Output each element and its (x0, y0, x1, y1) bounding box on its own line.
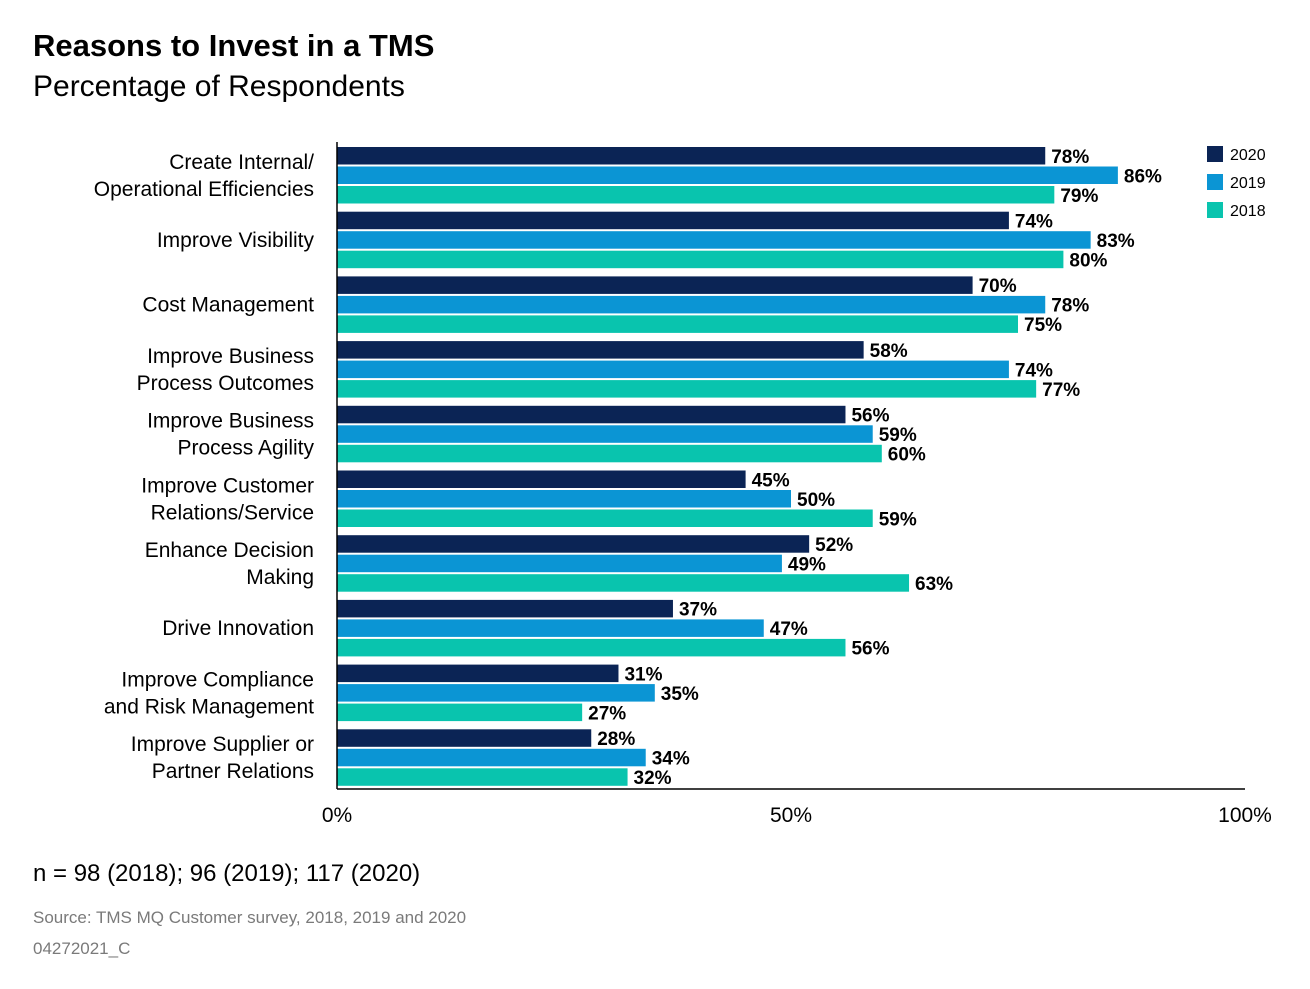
bar-2018-8 (337, 638, 846, 657)
bar-2019-7 (337, 554, 782, 573)
bar-2018-4 (337, 380, 1037, 398)
bar-2018-9 (337, 703, 583, 722)
category-label-4: Improve Business Process Outcomes (137, 345, 314, 395)
bar-2018-1 (337, 186, 1055, 204)
x-tick-label-3: 100% (1218, 804, 1272, 827)
legend-swatch-2020 (1207, 146, 1223, 162)
category-label-7: Enhance Decision Making (145, 539, 314, 589)
value-label-2020-10: 28% (597, 729, 635, 750)
category-label-6: Improve Customer Relations/Service (141, 474, 314, 524)
value-label-2018-4: 77% (1042, 380, 1080, 401)
bar-2018-10 (337, 768, 628, 786)
category-label-2: Improve Visibility (157, 229, 315, 252)
bar-2020-8 (337, 599, 673, 618)
figure-code: 04272021_C (33, 939, 131, 958)
bar-2020-5 (337, 405, 846, 424)
value-label-2018-9: 27% (588, 703, 626, 724)
category-label-10: Improve Supplier or Partner Relations (131, 733, 314, 783)
value-label-2018-8: 56% (851, 639, 889, 660)
legend-label-2019: 2019 (1230, 175, 1266, 192)
bar-2018-3 (337, 315, 1018, 333)
legend-swatch-2018 (1207, 202, 1223, 218)
legend-label-2020: 2020 (1230, 147, 1266, 164)
sample-size-note: n = 98 (2018); 96 (2019); 117 (2020) (33, 860, 421, 887)
bar-2020-4 (337, 341, 864, 359)
bar-2019-4 (337, 360, 1009, 379)
bar-chart: 78% 86% 79% Create Internal/Operational Eff… (94, 142, 1272, 827)
value-label-2020-9: 31% (624, 664, 662, 685)
value-label-2019-8: 47% (770, 619, 808, 640)
category-label-3: Cost Management (142, 294, 314, 317)
value-label-2020-6: 45% (752, 470, 790, 491)
value-label-2018-7: 63% (915, 574, 953, 595)
bar-2019-9 (337, 684, 655, 702)
bar-2018-7 (337, 574, 910, 592)
chart-subtitle: Percentage of Respondents (33, 70, 405, 103)
x-tick-label-2: 50% (770, 804, 812, 827)
bar-2019-6 (337, 490, 791, 508)
bar-2019-10 (337, 748, 646, 767)
bar-2018-5 (337, 444, 882, 463)
x-tick-label-1: 0% (322, 804, 352, 827)
value-label-2020-3: 70% (979, 276, 1017, 297)
value-label-2019-5: 59% (879, 425, 917, 446)
value-label-2020-8: 37% (679, 600, 717, 621)
value-label-2020-1: 78% (1051, 147, 1089, 168)
category-label-9: Improve Compliance and Risk Management (104, 668, 314, 718)
source-note: Source: TMS MQ Customer survey, 2018, 20… (33, 908, 467, 927)
bar-2020-7 (337, 535, 810, 553)
value-label-2019-3: 78% (1051, 296, 1089, 317)
value-label-2019-7: 49% (788, 554, 826, 575)
category-label-8: Drive Innovation (162, 617, 314, 640)
bar-2018-6 (337, 509, 873, 527)
value-label-2018-5: 60% (888, 445, 926, 466)
bar-2020-3 (337, 276, 973, 294)
value-label-2019-6: 50% (797, 490, 835, 511)
bar-2018-2 (337, 250, 1064, 269)
chart-title: Reasons to Invest in a TMS (33, 28, 435, 63)
bar-2019-3 (337, 295, 1046, 314)
value-label-2020-4: 58% (870, 341, 908, 362)
value-label-2018-10: 32% (634, 768, 672, 789)
value-label-2020-7: 52% (815, 535, 853, 556)
value-label-2019-4: 74% (1015, 360, 1053, 381)
bar-2019-5 (337, 425, 873, 443)
category-label-5: Improve Business Process Agility (147, 410, 314, 460)
value-label-2020-2: 74% (1015, 211, 1053, 232)
bar-2019-8 (337, 619, 764, 637)
value-label-2018-2: 80% (1069, 250, 1107, 271)
value-label-2019-9: 35% (661, 684, 699, 705)
bar-2020-2 (337, 211, 1009, 230)
legend-swatch-2019 (1207, 174, 1223, 190)
category-label-1: Create Internal/Operational Efficiencies (94, 151, 314, 201)
value-label-2019-2: 83% (1097, 231, 1135, 252)
legend-label-2018: 2018 (1230, 203, 1266, 220)
value-label-2020-5: 56% (851, 406, 889, 427)
bar-2019-1 (337, 166, 1118, 184)
bar-2020-10 (337, 729, 592, 747)
bar-2020-1 (337, 147, 1046, 165)
value-label-2018-3: 75% (1024, 315, 1062, 336)
bar-2019-2 (337, 231, 1091, 249)
bar-2020-9 (337, 664, 619, 683)
value-label-2019-1: 86% (1124, 166, 1162, 187)
value-label-2018-1: 79% (1060, 186, 1098, 207)
bar-2020-6 (337, 470, 746, 488)
value-label-2018-6: 59% (879, 509, 917, 530)
value-label-2019-10: 34% (652, 749, 690, 770)
